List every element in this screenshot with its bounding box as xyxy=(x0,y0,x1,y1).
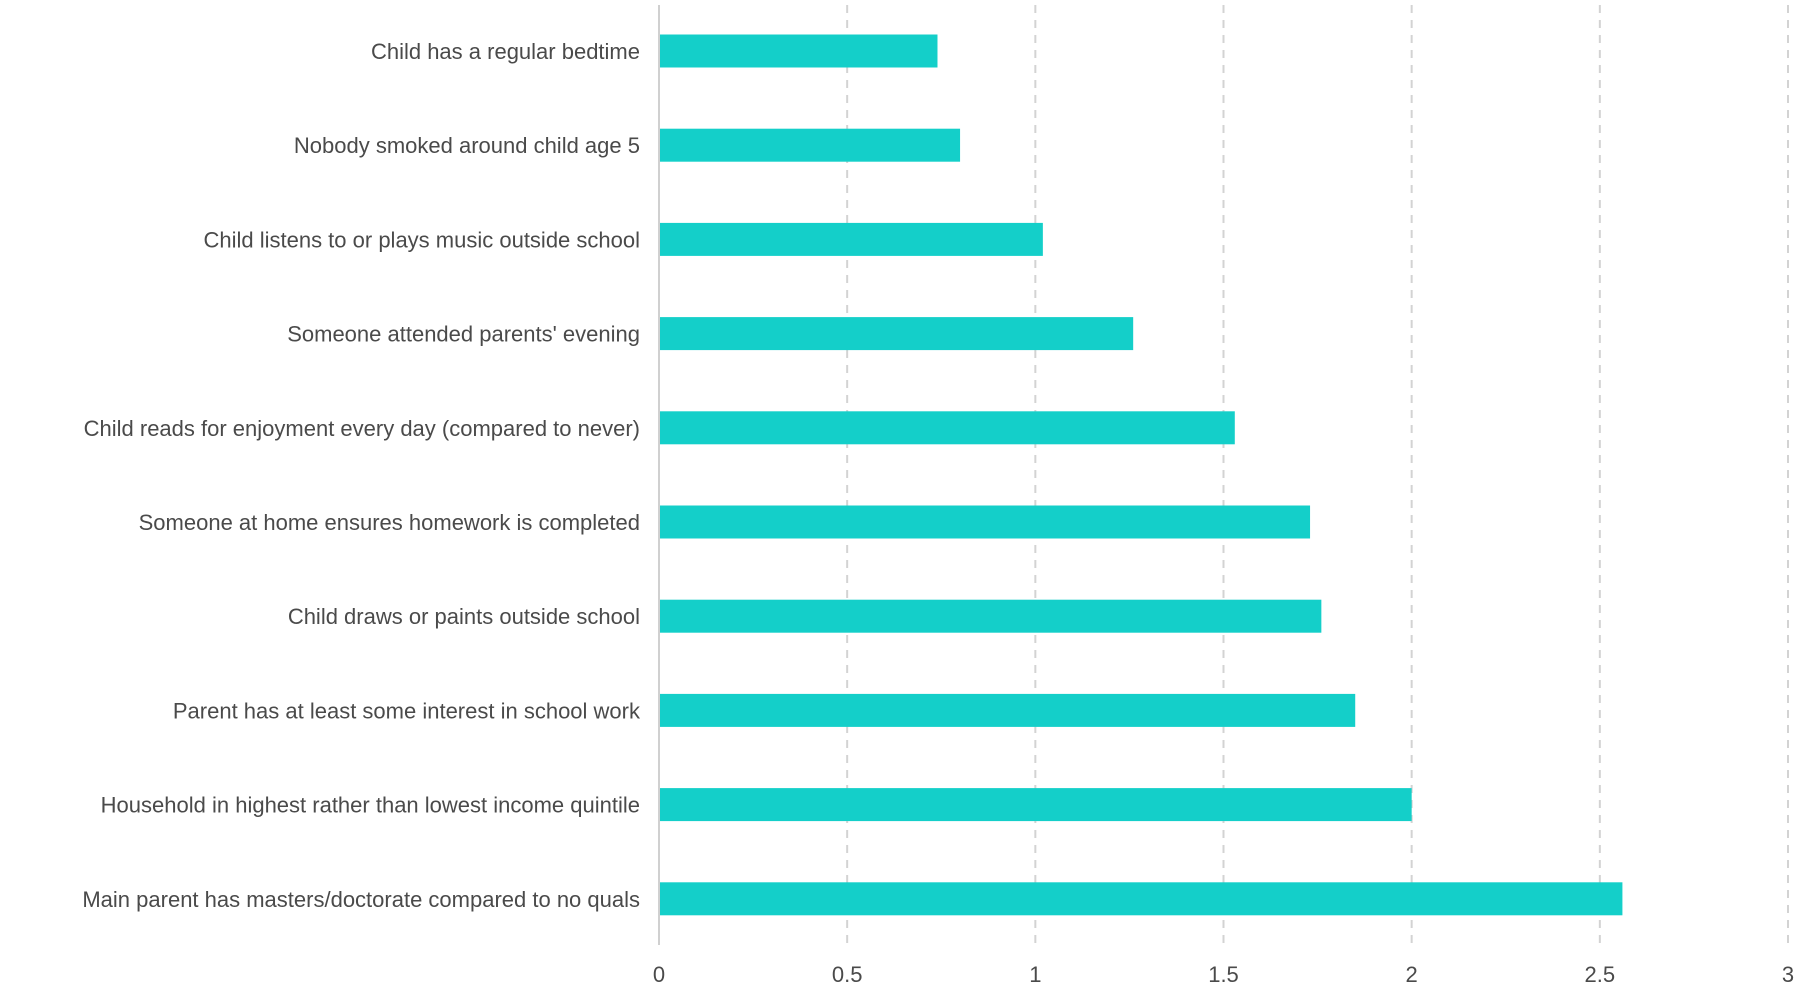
x-tick-label: 0 xyxy=(653,962,665,987)
bar xyxy=(660,317,1134,351)
x-tick-label: 2 xyxy=(1406,962,1418,987)
tick-label-layer: 0 0.5 1 1.5 2 2.5 3 xyxy=(653,962,1794,987)
bar xyxy=(660,882,1623,916)
category-label: Parent has at least some interest in sch… xyxy=(173,698,641,723)
category-label: Child has a regular bedtime xyxy=(371,39,640,64)
category-label: Child draws or paints outside school xyxy=(288,604,640,629)
category-label: Household in highest rather than lowest … xyxy=(101,793,640,818)
bar xyxy=(660,693,1356,727)
category-label: Someone attended parents' evening xyxy=(287,322,640,347)
bar xyxy=(660,788,1412,822)
category-label: Child listens to or plays music outside … xyxy=(203,227,640,252)
category-label: Child reads for enjoyment every day (com… xyxy=(84,416,640,441)
bar xyxy=(660,222,1043,256)
category-label: Someone at home ensures homework is comp… xyxy=(139,510,640,535)
x-tick-label: 2.5 xyxy=(1585,962,1616,987)
bar xyxy=(660,599,1322,633)
category-label: Main parent has masters/doctorate compar… xyxy=(82,887,640,912)
bar xyxy=(660,34,938,68)
x-tick-label: 1.5 xyxy=(1208,962,1239,987)
bar-layer xyxy=(660,34,1623,916)
category-label: Nobody smoked around child age 5 xyxy=(294,133,640,158)
bar xyxy=(660,411,1235,445)
x-tick-label: 1 xyxy=(1029,962,1041,987)
bar xyxy=(660,128,961,162)
category-label-layer: Child has a regular bedtime Nobody smoked… xyxy=(82,39,641,912)
x-tick-label: 3 xyxy=(1782,962,1794,987)
bar xyxy=(660,505,1311,539)
x-tick-label: 0.5 xyxy=(832,962,863,987)
